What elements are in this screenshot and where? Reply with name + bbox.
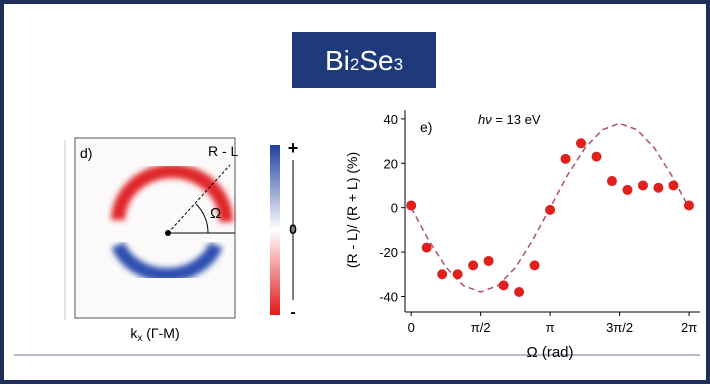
y-tick-label: 20 (384, 156, 398, 171)
data-point (484, 256, 494, 266)
data-point (468, 260, 478, 270)
data-point (576, 138, 586, 148)
data-point (499, 280, 509, 290)
colorbar (270, 145, 280, 315)
data-point (453, 269, 463, 279)
title: Bi2Se3 (325, 45, 403, 76)
y-axis-label: (R - L)/ (R + L) (%) (344, 152, 360, 268)
x-axis-label: Ω (rad) (526, 344, 573, 361)
annotation: hν = 13 eV (478, 112, 541, 127)
center-dot (165, 230, 171, 236)
data-point (530, 260, 540, 270)
y-tick-label: -20 (379, 245, 398, 260)
data-point (668, 180, 678, 190)
x-tick-label: π/2 (471, 320, 491, 335)
panel-label: d) (80, 145, 92, 161)
data-point (545, 205, 555, 215)
colorbar-label: + (288, 138, 299, 158)
data-point (561, 154, 571, 164)
panel-d-frame (75, 138, 235, 318)
data-point (638, 180, 648, 190)
x-tick-label: π (546, 320, 555, 335)
data-point (514, 287, 524, 297)
data-point (437, 269, 447, 279)
slide: Bi2Se3 d) R - L Ω kx (Γ-M) + 0 - e) hν =… (0, 0, 710, 384)
colorbar-label: 0 (289, 221, 297, 237)
colorbar-label: - (290, 304, 295, 321)
data-point (422, 243, 432, 253)
data-point (592, 152, 602, 162)
data-point (406, 200, 416, 210)
x-tick-label: 3π/2 (606, 320, 633, 335)
data-point (607, 176, 617, 186)
line-label: R - L (208, 143, 239, 159)
data-point (622, 185, 632, 195)
panel-label: e) (420, 119, 432, 135)
angle-label: Ω (210, 205, 221, 222)
data-point (653, 183, 663, 193)
y-tick-label: 0 (391, 201, 398, 216)
x-tick-label: 0 (408, 320, 415, 335)
x-tick-label: 2π (681, 320, 697, 335)
y-tick-label: 40 (384, 112, 398, 127)
data-point (684, 200, 694, 210)
y-tick-label: -40 (379, 289, 398, 304)
